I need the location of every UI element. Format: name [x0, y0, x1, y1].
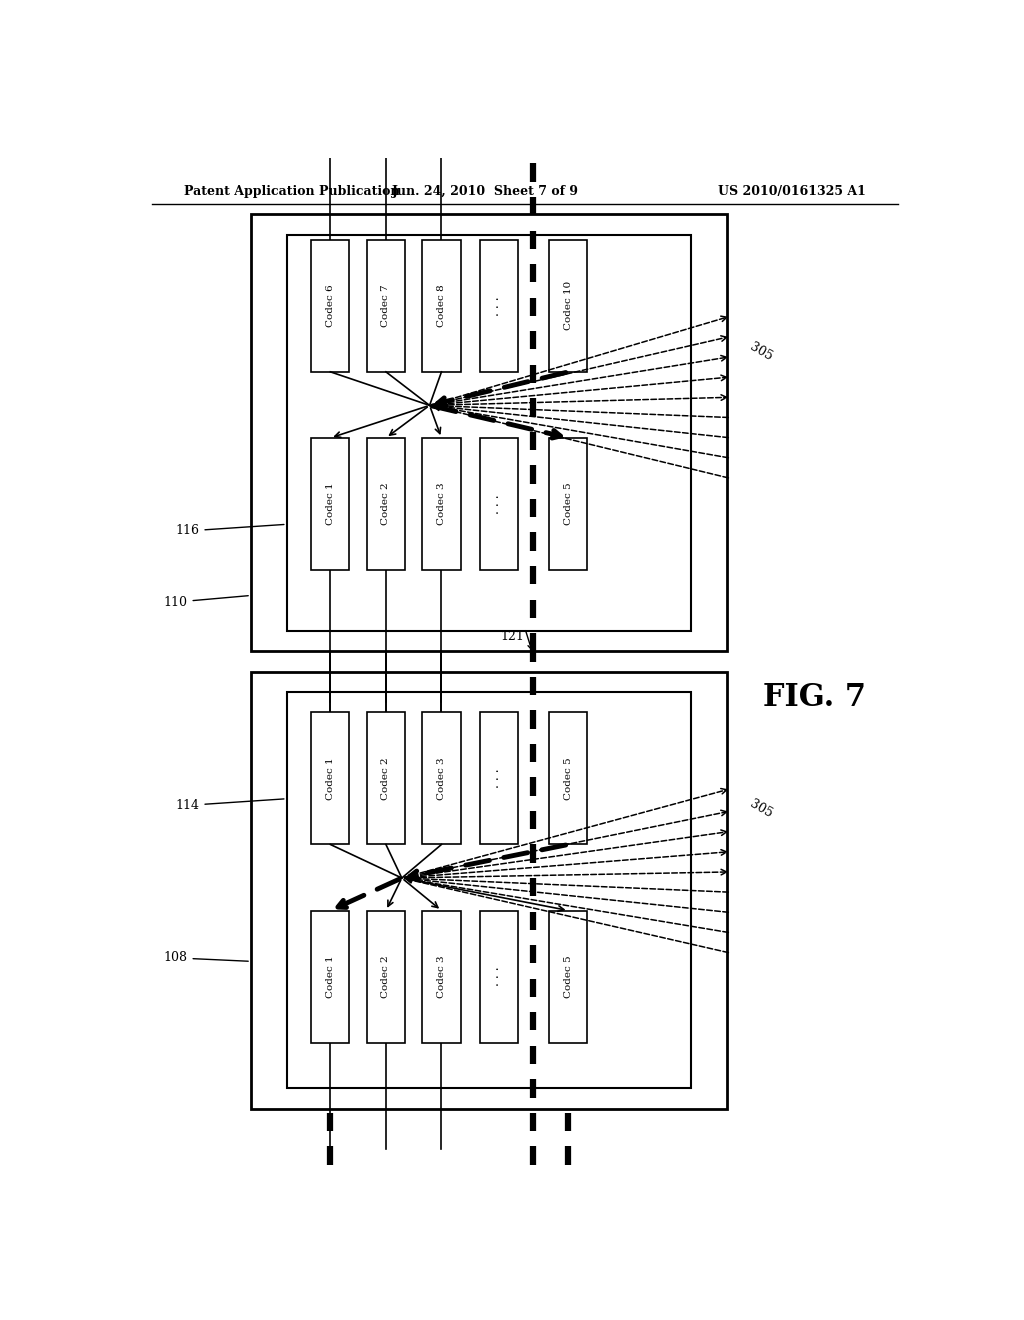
Text: 121: 121: [501, 630, 524, 643]
Text: Codec 10: Codec 10: [564, 281, 573, 330]
Bar: [311, 438, 349, 570]
Bar: [480, 240, 518, 372]
Text: · · ·: · · ·: [493, 494, 506, 513]
Text: Codec 1: Codec 1: [326, 483, 335, 525]
Text: Codec 2: Codec 2: [381, 483, 390, 525]
Bar: [480, 438, 518, 570]
Text: Codec 3: Codec 3: [437, 956, 446, 998]
Text: 114: 114: [175, 799, 284, 812]
Bar: [423, 240, 461, 372]
Text: · · ·: · · ·: [493, 768, 506, 788]
Text: Codec 5: Codec 5: [564, 483, 573, 525]
Bar: [367, 438, 404, 570]
Text: 108: 108: [164, 952, 248, 965]
Text: 305: 305: [748, 341, 774, 363]
Bar: [423, 713, 461, 845]
Text: Codec 5: Codec 5: [564, 758, 573, 800]
Bar: [287, 235, 691, 631]
Bar: [311, 911, 349, 1043]
Text: 305: 305: [748, 797, 774, 821]
Text: · · ·: · · ·: [493, 296, 506, 315]
Text: 110: 110: [164, 595, 248, 609]
Text: Codec 5: Codec 5: [564, 956, 573, 998]
Bar: [251, 214, 727, 651]
Bar: [311, 713, 349, 845]
Text: Codec 6: Codec 6: [326, 285, 335, 327]
Bar: [550, 240, 588, 372]
Bar: [367, 240, 404, 372]
Bar: [550, 713, 588, 845]
Text: Jun. 24, 2010  Sheet 7 of 9: Jun. 24, 2010 Sheet 7 of 9: [391, 185, 579, 198]
Bar: [550, 911, 588, 1043]
Text: FIG. 7: FIG. 7: [763, 681, 866, 713]
Text: Codec 7: Codec 7: [381, 285, 390, 327]
Text: US 2010/0161325 A1: US 2010/0161325 A1: [718, 185, 866, 198]
Text: Patent Application Publication: Patent Application Publication: [183, 185, 399, 198]
Text: Codec 3: Codec 3: [437, 758, 446, 800]
Bar: [367, 911, 404, 1043]
Text: Codec 1: Codec 1: [326, 758, 335, 800]
Text: · · ·: · · ·: [493, 966, 506, 986]
Text: Codec 2: Codec 2: [381, 758, 390, 800]
Bar: [311, 240, 349, 372]
Bar: [550, 438, 588, 570]
Bar: [287, 692, 691, 1089]
Bar: [480, 713, 518, 845]
Bar: [423, 911, 461, 1043]
Text: Codec 2: Codec 2: [381, 956, 390, 998]
Text: Codec 3: Codec 3: [437, 483, 446, 525]
Bar: [423, 438, 461, 570]
Bar: [480, 911, 518, 1043]
Text: Codec 8: Codec 8: [437, 285, 446, 327]
Text: 116: 116: [175, 524, 284, 537]
Bar: [367, 713, 404, 845]
Bar: [251, 672, 727, 1109]
Text: Codec 1: Codec 1: [326, 956, 335, 998]
